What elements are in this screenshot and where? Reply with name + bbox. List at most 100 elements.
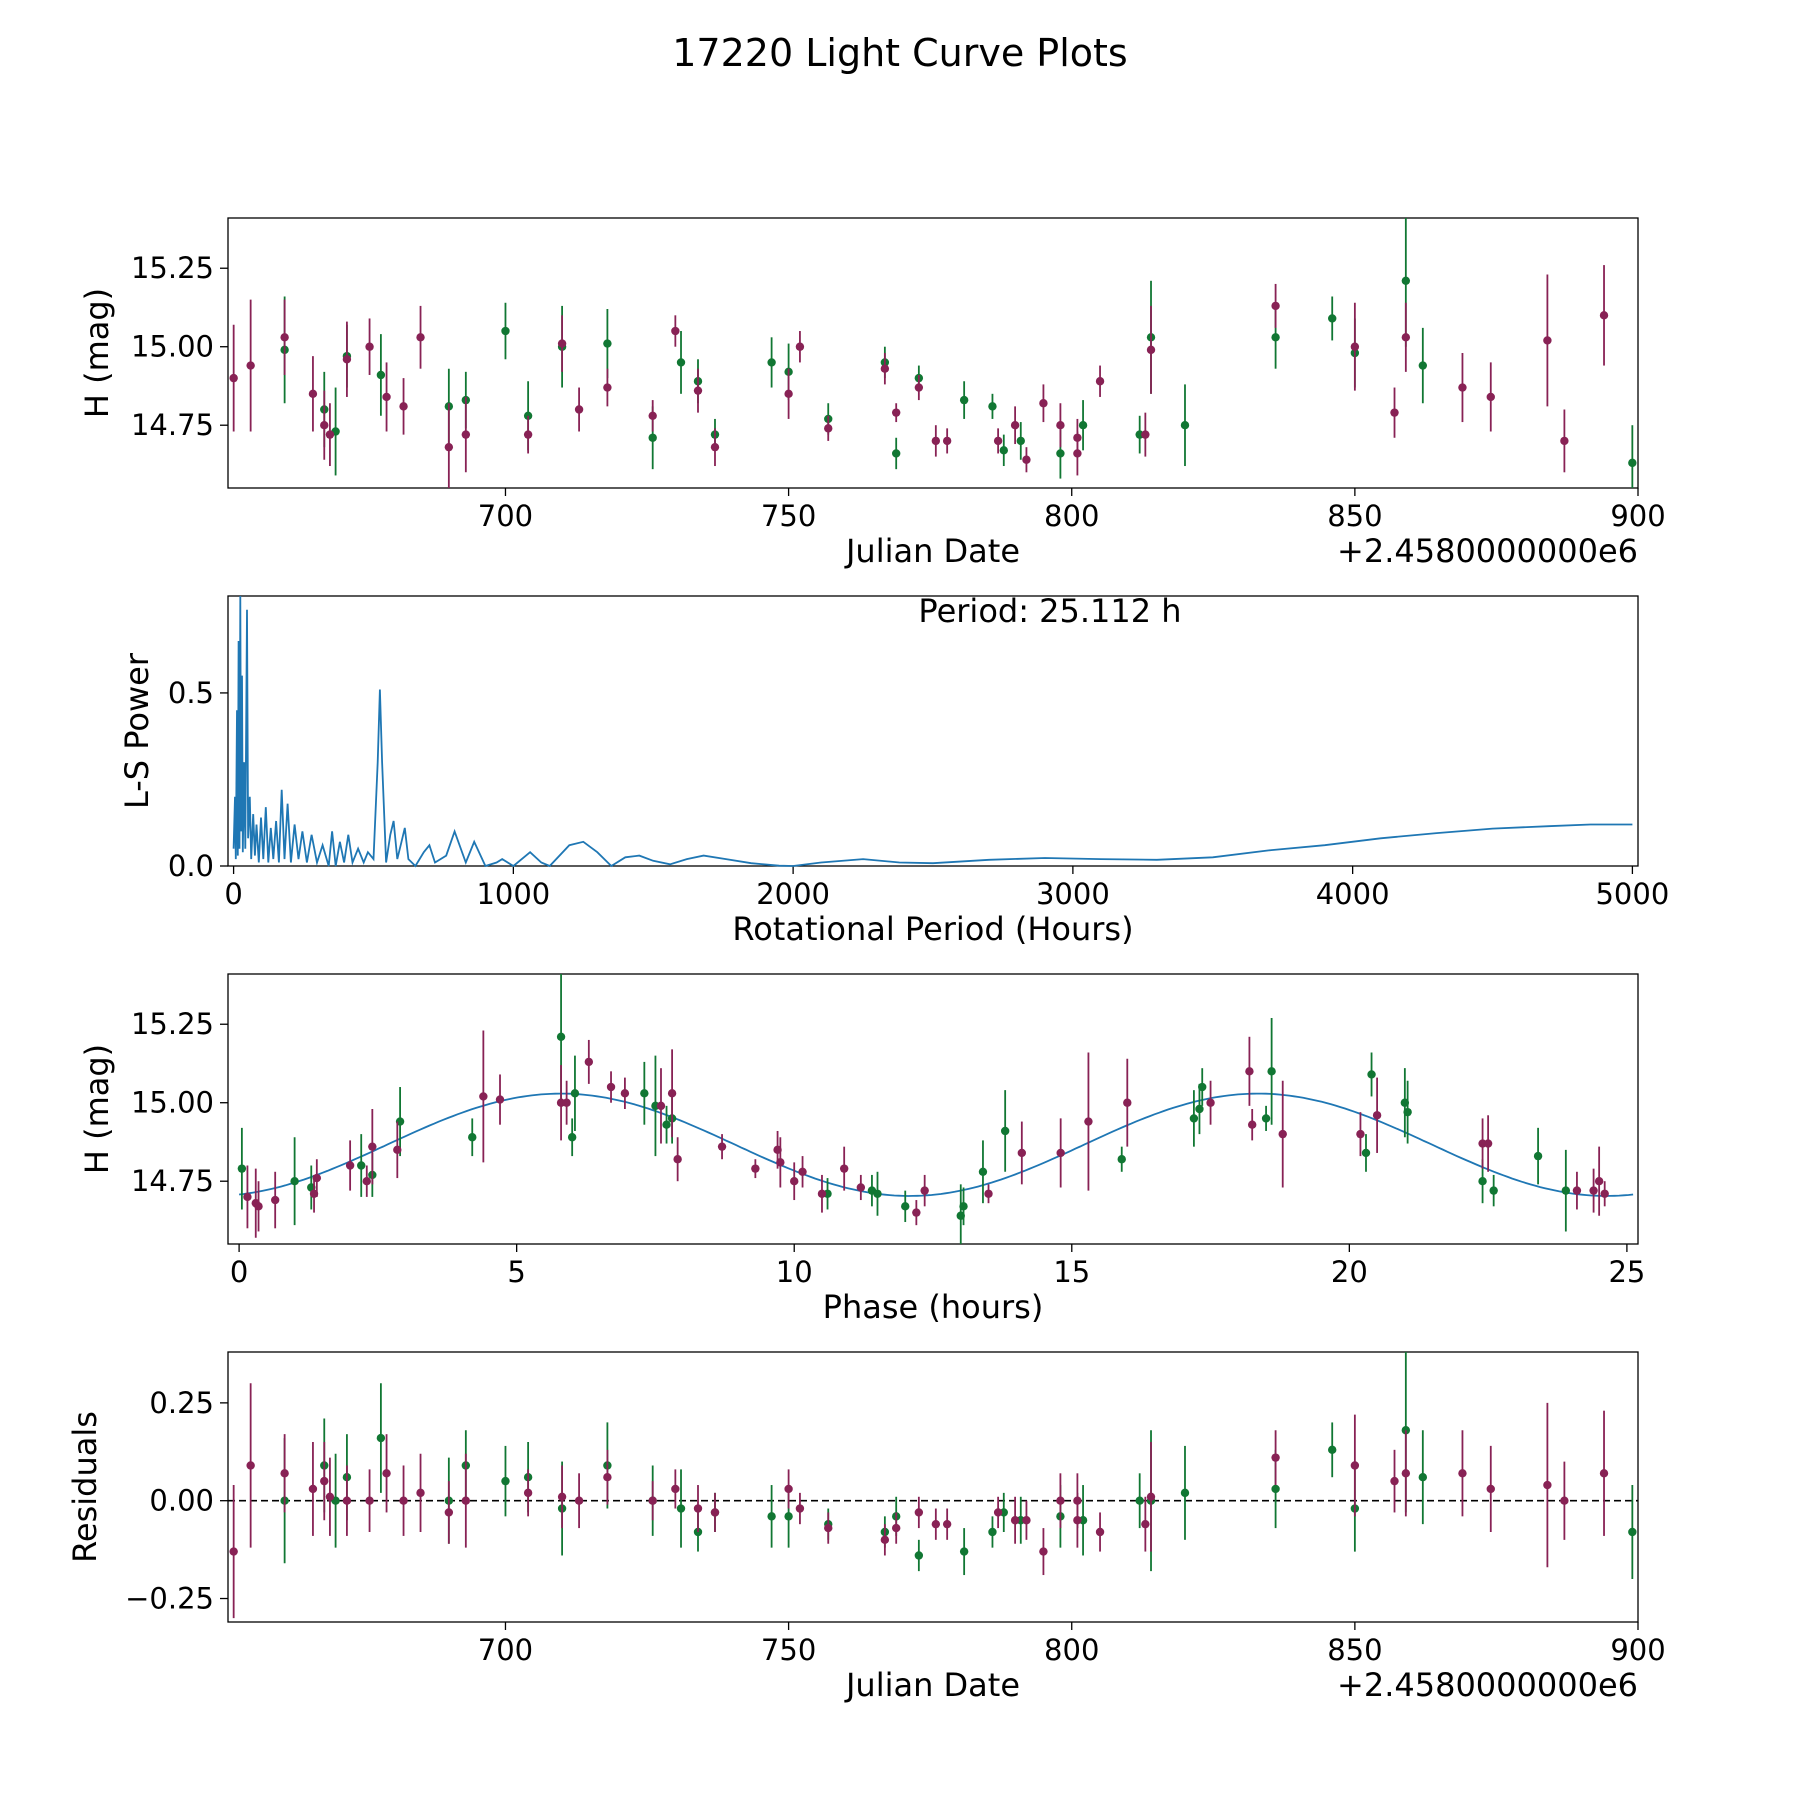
- resid-maroon-point-5: [325, 1492, 335, 1501]
- periodogram-frame: [227, 595, 1639, 867]
- resid-maroon-point-14: [557, 1492, 567, 1501]
- lc-green-point-30: [1271, 333, 1280, 342]
- lc-green-point-19: [891, 449, 901, 458]
- periodogram-panel: 0 1000 2000 3000 4000 5000 0.0 0.5 Period: 25.1…: [118, 592, 1669, 948]
- lc-maroon-point-3: [308, 389, 318, 399]
- phase-xtick-label-2: 10: [776, 1255, 813, 1289]
- resid-maroon-point-27: [931, 1519, 941, 1529]
- phase-green-point-22: [1117, 1155, 1126, 1164]
- phase-maroon-point-47: [1600, 1189, 1609, 1198]
- lc-maroon-point-25: [891, 408, 901, 417]
- lc-maroon-point-31: [1022, 455, 1031, 464]
- phase-maroon-point-6: [345, 1161, 355, 1170]
- phase-xtick-label-5: 25: [1608, 1255, 1645, 1289]
- phase-maroon-point-10: [479, 1092, 488, 1101]
- lc-maroon-point-32: [1039, 399, 1048, 408]
- phase-green-point-19: [959, 1202, 968, 1211]
- resid-maroon-point-38: [1146, 1492, 1156, 1501]
- resid-maroon-point-26: [914, 1508, 924, 1517]
- lc-maroon-point-1: [246, 361, 255, 370]
- phase-maroon-point-21: [751, 1164, 760, 1173]
- phase-maroon-point-30: [920, 1186, 929, 1195]
- phase-green-point-21: [1000, 1126, 1010, 1136]
- phase-green-point-24: [1195, 1104, 1204, 1114]
- lc-xtick-label-2: 800: [1044, 499, 1099, 533]
- lc-xtick-label-0: 700: [478, 499, 533, 533]
- ls-xtick-label-4: 4000: [1316, 877, 1390, 911]
- resid-maroon-point-28: [942, 1519, 952, 1529]
- lc-maroon-point-39: [1271, 301, 1280, 311]
- lc-maroon-point-0: [229, 373, 238, 383]
- resid-maroon-point-43: [1458, 1469, 1467, 1478]
- lc-green-point-26: [1078, 421, 1088, 430]
- lc-green-point-34: [1418, 361, 1428, 370]
- lc-maroon-point-14: [557, 339, 567, 348]
- phase-ytick-label-1: 15.00: [131, 1086, 214, 1120]
- resid-maroon-point-25: [891, 1523, 901, 1533]
- lightcurve-ylabel: H (mag): [78, 288, 116, 418]
- resid-xtick-label-0: 700: [478, 1633, 533, 1667]
- phase-plot-area: 0 5 10 15 20 25 14.75 15.00 15.25: [131, 974, 1645, 1289]
- phase-green-point-34: [1533, 1151, 1543, 1161]
- phase-ylabel: H (mag): [78, 1044, 116, 1174]
- resid-ytick-label-1: 0.00: [149, 1484, 214, 1518]
- ls-ytick-label-1: 0.5: [168, 676, 214, 710]
- periodogram-ylabel: L-S Power: [118, 652, 156, 809]
- lc-maroon-point-30: [1010, 421, 1020, 430]
- phase-maroon-point-18: [667, 1089, 677, 1098]
- phase-maroon-point-34: [1084, 1117, 1093, 1126]
- ls-xtick-label-2: 2000: [756, 877, 830, 911]
- lc-maroon-point-8: [382, 392, 391, 402]
- resid-maroon-point-33: [1056, 1496, 1065, 1505]
- lc-green-point-31: [1328, 314, 1337, 323]
- phase-maroon-point-24: [790, 1177, 799, 1186]
- lc-maroon-point-18: [671, 326, 680, 336]
- phase-maroon-point-28: [856, 1183, 866, 1192]
- lc-green-point-11: [648, 433, 657, 442]
- resid-green-point-30: [1271, 1484, 1280, 1494]
- phase-green-point-31: [1403, 1107, 1412, 1117]
- lc-maroon-point-42: [1401, 333, 1411, 342]
- ls-xtick-label-3: 3000: [1036, 877, 1110, 911]
- lc-green-point-7: [501, 326, 510, 336]
- resid-green-point-16: [784, 1512, 793, 1521]
- resid-xtick-label-3: 850: [1327, 1633, 1382, 1667]
- resid-maroon-point-12: [461, 1496, 471, 1505]
- residuals-ylabel: Residuals: [66, 1411, 104, 1563]
- phase-green-point-6: [468, 1133, 477, 1142]
- ls-power-line: [232, 595, 1633, 868]
- lightcurve-xlabel: Julian Date: [844, 532, 1020, 570]
- resid-maroon-point-20: [710, 1508, 720, 1517]
- phase-green-point-17: [901, 1202, 910, 1211]
- resid-maroon-point-19: [693, 1504, 703, 1513]
- phase-green-point-26: [1261, 1114, 1271, 1123]
- phase-green-point-3: [357, 1161, 366, 1170]
- lc-maroon-point-28: [942, 436, 952, 446]
- resid-maroon-point-36: [1095, 1527, 1105, 1537]
- resid-maroon-point-2: [280, 1469, 289, 1478]
- resid-green-point-21: [959, 1547, 969, 1556]
- phase-maroon-point-32: [1017, 1148, 1027, 1158]
- lightcurve-frame: [227, 217, 1639, 489]
- lc-maroon-point-37: [1141, 430, 1150, 439]
- lc-maroon-point-12: [461, 430, 471, 439]
- resid-xtick-label-2: 800: [1044, 1633, 1099, 1667]
- phase-maroon-point-19: [673, 1155, 682, 1164]
- lc-maroon-point-44: [1486, 392, 1495, 402]
- lc-maroon-point-46: [1560, 436, 1569, 446]
- lc-maroon-point-38: [1146, 345, 1156, 355]
- lc-maroon-point-26: [914, 383, 924, 392]
- phase-green-point-29: [1367, 1070, 1376, 1079]
- phase-xtick-label-0: 0: [230, 1255, 248, 1289]
- phase-xlabel: Phase (hours): [823, 1288, 1044, 1326]
- phase-green-point-7: [556, 1032, 566, 1041]
- lc-maroon-point-20: [710, 442, 720, 452]
- phase-maroon-point-39: [1278, 1129, 1287, 1139]
- resid-maroon-point-39: [1271, 1453, 1280, 1462]
- lc-maroon-point-2: [280, 333, 289, 342]
- resid-maroon-point-11: [444, 1508, 454, 1517]
- lc-maroon-point-40: [1350, 342, 1360, 351]
- resid-maroon-point-18: [671, 1484, 680, 1494]
- lc-maroon-point-19: [693, 386, 703, 395]
- resid-maroon-point-29: [993, 1508, 1003, 1517]
